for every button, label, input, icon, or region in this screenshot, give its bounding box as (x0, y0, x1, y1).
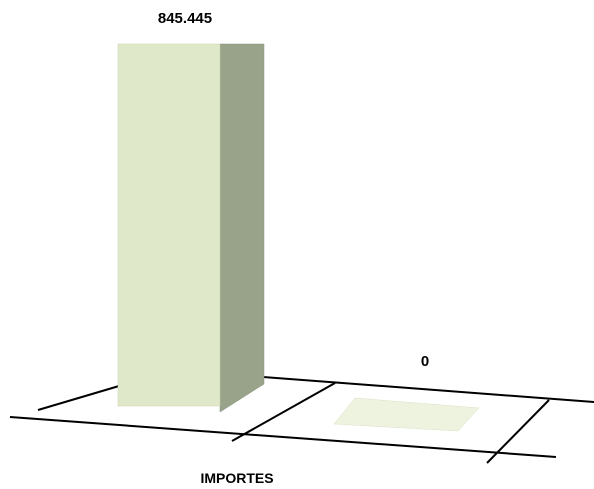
chart-floor (9, 376, 594, 464)
floor-left-edge (37, 385, 120, 411)
bar-side-0 (219, 43, 265, 413)
floor-right-edge (486, 399, 550, 464)
category-label-0: IMPORTES (200, 470, 273, 486)
bar-front-0 (117, 43, 221, 407)
bar-plate-1 (333, 397, 480, 432)
data-label-0: 845.445 (158, 10, 212, 27)
floor-front-edge (9, 416, 557, 458)
floor-back-edge (262, 376, 594, 403)
data-label-1: 0 (421, 353, 429, 370)
bars-group (117, 43, 480, 432)
labels-group: 845.445 0 IMPORTES (158, 10, 429, 486)
floor-divider (231, 382, 336, 442)
